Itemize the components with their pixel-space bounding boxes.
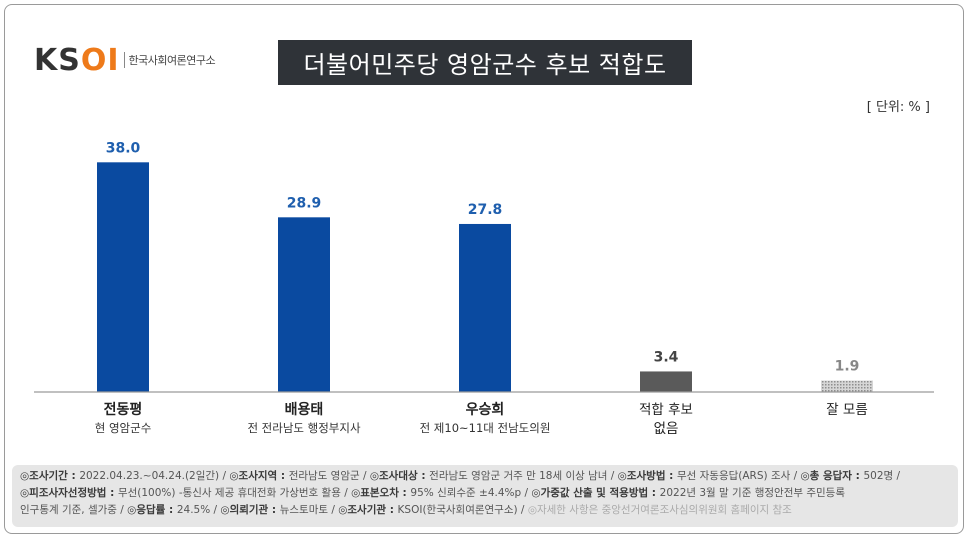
bar-2 — [278, 217, 330, 392]
category-label-2: 배용태 — [285, 402, 324, 418]
category-label-4-line-2: 없음 — [654, 421, 679, 437]
logo-text: 한국사회여론연구소 — [123, 52, 216, 68]
note-text: ◎자세한 사항은 중앙선거여론조사심의위원회 홈페이지 참조 — [527, 504, 792, 516]
note-label: ◎총 응답자 : — [800, 470, 864, 482]
logo-mark: KSOI — [34, 42, 120, 78]
note-text: KSOI(한국사회여론연구소) / — [397, 504, 528, 516]
value-label-3: 27.8 — [468, 202, 503, 218]
value-label-1: 38.0 — [106, 140, 141, 156]
chart-title: 더불어민주당 영암군수 후보 적합도 — [278, 40, 692, 85]
note-text: 전라남도 영암군 거주 만 18세 이상 남녀 / — [429, 470, 618, 482]
notes-line-2: ◎피조사자선정방법 : 무선(100%) -통신사 제공 휴대전화 가상번호 활… — [20, 485, 950, 502]
note-label: ◎조사대상 : — [369, 470, 430, 482]
note-text: 전라남도 영암군 / — [288, 470, 370, 482]
note-text: 2022.04.23.~04.24.(2일간) / — [79, 470, 230, 482]
note-label: ◎조사방법 : — [617, 470, 677, 482]
note-label: ◎가중값 산출 및 적용방법 : — [531, 487, 660, 499]
bar-4 — [640, 371, 692, 392]
bar-1 — [97, 162, 149, 392]
note-label: ◎의뢰기관 : — [220, 504, 280, 516]
category-label-5: 잘 모름 — [826, 402, 868, 418]
note-text: 무선(100%) -통신사 제공 휴대전화 가상번호 활용 / — [117, 487, 352, 499]
note-text: 95% 신뢰수준 ±4.4%p / — [410, 487, 532, 499]
survey-notes: ◎조사기간 : 2022.04.23.~04.24.(2일간) / ◎조사지역 … — [12, 465, 958, 527]
category-label-3: 우승희 — [466, 402, 505, 418]
value-label-5: 1.9 — [835, 359, 860, 375]
ksoi-logo: KSOI 한국사회여론연구소 — [34, 42, 216, 78]
category-subtitle-1: 현 영암군수 — [95, 421, 152, 435]
category-label-4-line-1: 적합 후보 — [639, 402, 693, 418]
note-label: ◎조사지역 : — [229, 470, 289, 482]
bar-3 — [459, 223, 511, 392]
notes-line-3: 인구통계 기준, 셀가중 / ◎응답률 : 24.5% / ◎의뢰기관 : 뉴스… — [20, 502, 950, 519]
unit-label: [ 단위: % ] — [866, 100, 930, 115]
bar-5 — [821, 380, 873, 392]
category-subtitle-3: 전 제10~11대 전남도의원 — [420, 421, 551, 435]
bars-layer — [97, 162, 873, 392]
note-text: 2022년 3월 말 기준 행정안전부 주민등록 — [659, 487, 845, 499]
category-label-1: 전동평 — [104, 401, 143, 418]
note-label: ◎표본오차 : — [351, 487, 411, 499]
category-subtitle-2: 전 전라남도 행정부지사 — [247, 421, 361, 435]
note-label: ◎조사기간 : — [20, 470, 80, 482]
note-text: 뉴스토마토 / — [279, 504, 339, 516]
value-label-2: 28.9 — [287, 195, 322, 211]
note-label: ◎피조사자선정방법 : — [20, 487, 118, 499]
notes-line-1: ◎조사기간 : 2022.04.23.~04.24.(2일간) / ◎조사지역 … — [20, 468, 950, 485]
value-label-4: 3.4 — [654, 349, 679, 365]
note-text: 무선 자동응답(ARS) 조사 / — [676, 470, 801, 482]
note-label: ◎조사기관 : — [338, 504, 398, 516]
note-text: 인구통계 기준, 셀가중 / — [20, 504, 128, 516]
note-text: 24.5% / — [176, 504, 221, 516]
chart-frame — [4, 4, 964, 534]
note-label: ◎응답률 : — [127, 504, 177, 516]
note-text: 502명 / — [863, 470, 901, 482]
